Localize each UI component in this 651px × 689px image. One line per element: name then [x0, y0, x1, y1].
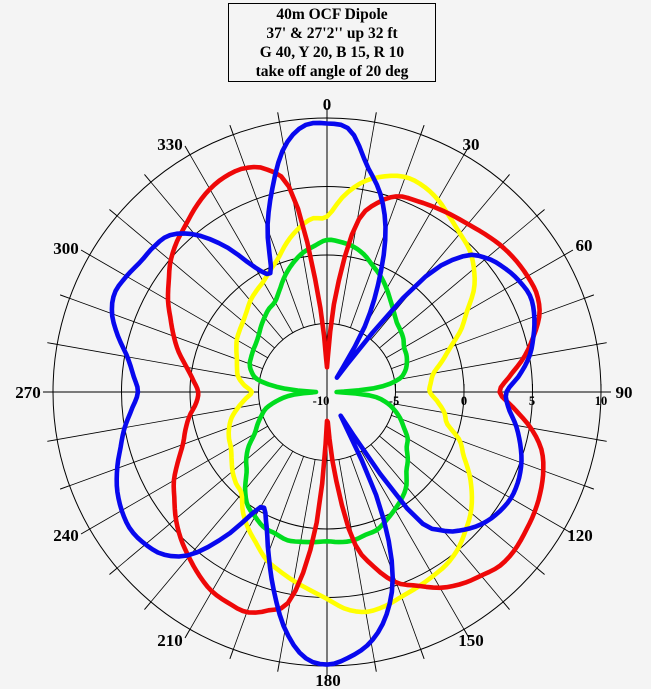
angle-label-240: 240	[53, 526, 79, 545]
outer-tick-80deg	[596, 342, 607, 345]
outer-tick-230deg	[109, 567, 118, 575]
angle-label-120: 120	[567, 526, 593, 545]
outer-tick-30deg	[463, 145, 470, 155]
angle-label-90: 90	[616, 383, 633, 402]
outer-tick-240deg	[80, 528, 90, 535]
chart-title-line-2: 37' & 27'2'' up 32 ft	[266, 24, 398, 42]
pattern-curve-15m-blue	[109, 120, 537, 667]
outer-tick-40deg	[502, 174, 510, 183]
outer-tick-150deg	[463, 629, 470, 639]
radial-label-10: 10	[595, 394, 608, 408]
outer-tick-280deg	[47, 342, 58, 345]
outer-tick-340deg	[229, 124, 234, 135]
outer-tick-10deg	[374, 112, 377, 123]
outer-tick-350deg	[277, 112, 280, 123]
grid-spoke-310deg	[116, 215, 275, 349]
grid-spoke-240deg	[89, 425, 268, 530]
outer-tick-210deg	[184, 629, 191, 639]
outer-tick-100deg	[596, 439, 607, 442]
outer-tick-110deg	[584, 485, 595, 490]
angle-label-270: 270	[15, 383, 41, 402]
angle-label-210: 210	[157, 631, 183, 650]
outer-tick-250deg	[59, 485, 70, 490]
pattern-curve-40m-green	[242, 237, 411, 545]
grid-spoke-110deg	[391, 415, 585, 487]
grid-spoke-220deg	[150, 444, 284, 603]
radial-label--5: -5	[389, 394, 399, 408]
chart-title-line-1: 40m OCF Dipole	[276, 5, 388, 23]
outer-tick-260deg	[47, 439, 58, 442]
grid-spoke-50deg	[379, 215, 538, 349]
angle-label-180: 180	[315, 671, 341, 689]
angle-label-330: 330	[157, 135, 183, 154]
outer-tick-20deg	[420, 124, 425, 135]
grid-spoke-100deg	[394, 403, 597, 440]
outer-tick-200deg	[229, 649, 234, 660]
grid-spoke-170deg	[338, 459, 375, 662]
outer-tick-290deg	[59, 294, 70, 299]
outer-tick-300deg	[80, 249, 90, 256]
outer-tick-320deg	[144, 174, 152, 183]
radial-label-5: 5	[529, 394, 535, 408]
outer-tick-70deg	[584, 294, 595, 299]
grid-spoke-350deg	[279, 122, 316, 325]
outer-tick-130deg	[536, 567, 545, 575]
radial-label-0: 0	[461, 394, 467, 408]
outer-tick-160deg	[420, 649, 425, 660]
angle-label-150: 150	[458, 631, 484, 650]
grid-spoke-160deg	[350, 456, 422, 650]
outer-tick-60deg	[564, 249, 574, 256]
outer-tick-190deg	[277, 661, 280, 672]
outer-tick-330deg	[184, 145, 191, 155]
chart-title-box: 40m OCF Dipole 37' & 27'2'' up 32 ft G 4…	[228, 3, 436, 82]
outer-tick-310deg	[109, 209, 118, 217]
grid-spoke-60deg	[386, 254, 565, 359]
grid-spoke-210deg	[189, 451, 294, 630]
angle-label-300: 300	[53, 239, 79, 258]
outer-tick-170deg	[374, 661, 377, 672]
outer-tick-140deg	[502, 601, 510, 610]
chart-title-line-4: take off angle of 20 deg	[255, 62, 409, 80]
grid-spoke-280deg	[57, 344, 260, 381]
outer-tick-120deg	[564, 528, 574, 535]
outer-tick-220deg	[144, 601, 152, 610]
chart-title-line-3: G 40, Y 20, B 15, R 10	[259, 43, 405, 61]
grid-spoke-30deg	[360, 154, 465, 333]
angle-label-60: 60	[576, 236, 593, 255]
grid-spoke-150deg	[360, 451, 465, 630]
outer-tick-50deg	[536, 209, 545, 217]
grid-spoke-80deg	[394, 344, 597, 381]
grid-spoke-70deg	[391, 297, 585, 369]
grid-spoke-320deg	[150, 181, 284, 340]
angle-label-30: 30	[463, 135, 480, 154]
pattern-curve-10m-red	[165, 164, 546, 615]
grid-spoke-260deg	[57, 403, 260, 440]
angle-label-0: 0	[323, 95, 332, 114]
pattern-curve-20m-yellow	[226, 173, 477, 615]
radial-label--10: -10	[313, 394, 330, 408]
grid-spoke-290deg	[69, 297, 263, 369]
